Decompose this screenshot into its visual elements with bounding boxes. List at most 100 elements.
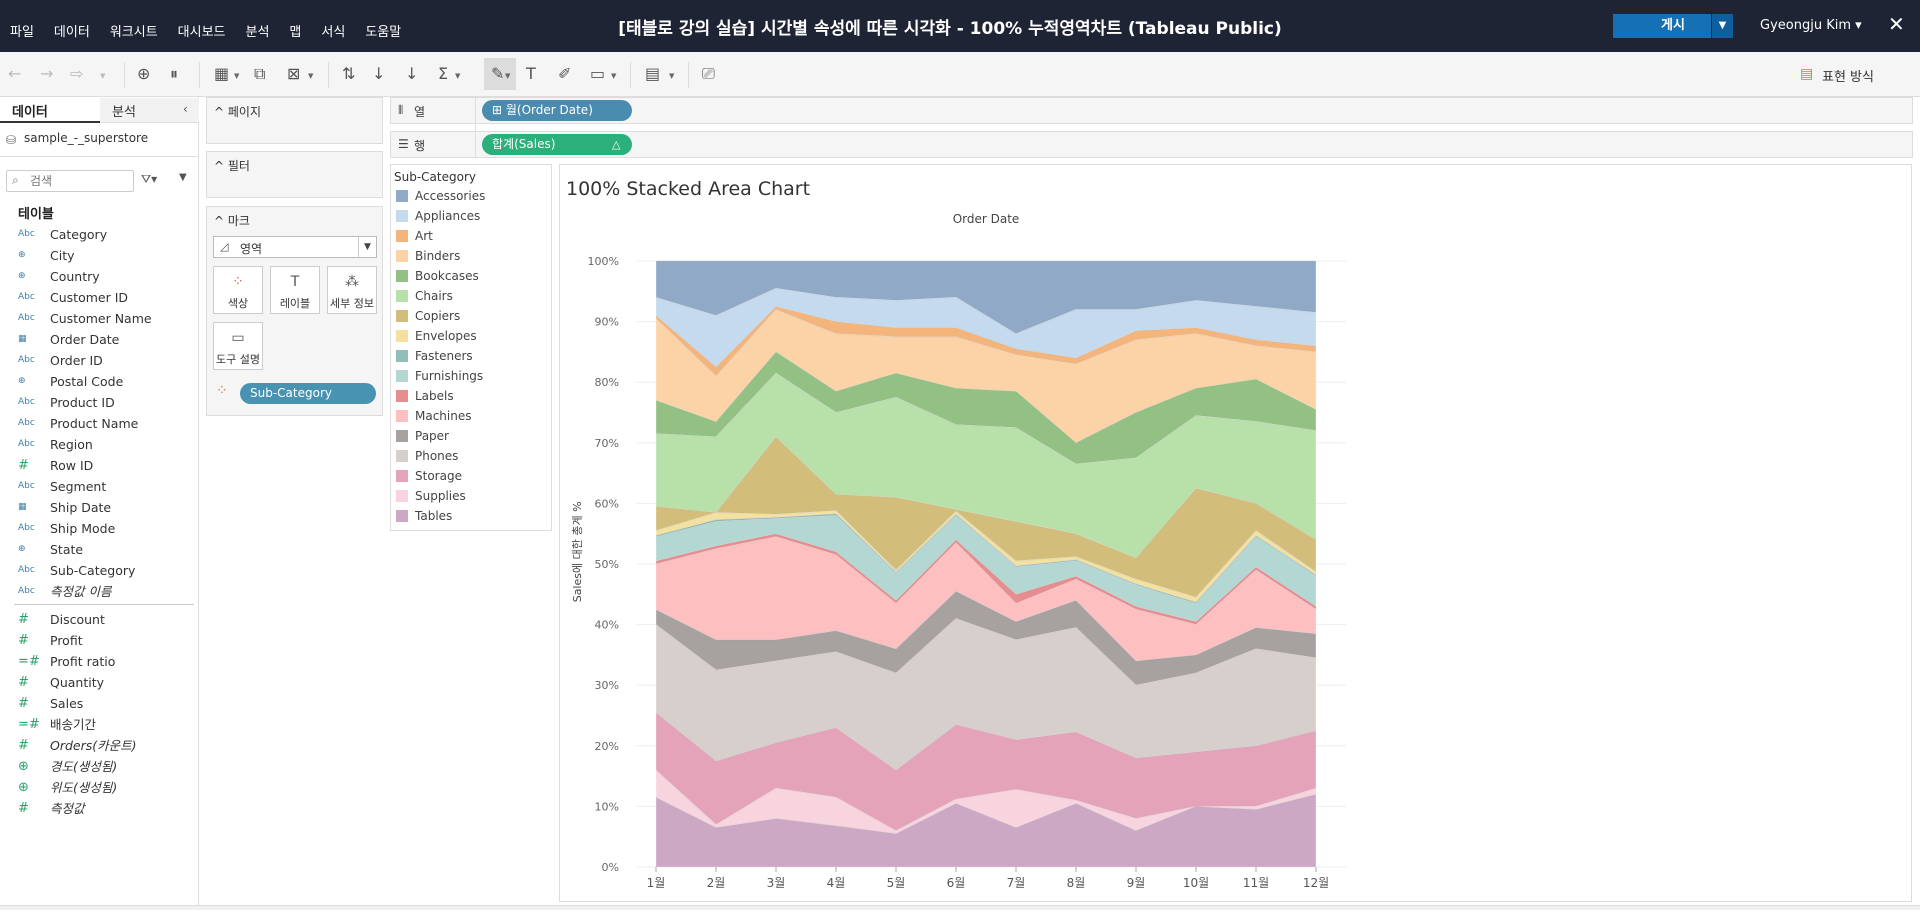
field-ship-date[interactable]: ▦ Ship Date xyxy=(0,497,199,518)
field-category[interactable]: Abc Category xyxy=(0,224,199,245)
field-order-date[interactable]: ▦ Order Date xyxy=(0,329,199,350)
field-측정값-이름[interactable]: Abc 측정값 이름 xyxy=(0,581,199,602)
mark-type-select[interactable] xyxy=(213,236,377,258)
filter-icon[interactable]: ⛛▾ xyxy=(141,172,158,186)
publish-dropdown-icon[interactable]: ▼ xyxy=(1711,14,1733,38)
show-cards-dropdown-icon[interactable]: ▼ xyxy=(669,72,675,80)
menu-file[interactable]: 파일 xyxy=(10,25,34,40)
replay-icon[interactable]: ⇨ xyxy=(70,64,84,83)
y-tick-label: 10% xyxy=(595,800,619,813)
field-product-id[interactable]: Abc Product ID xyxy=(0,392,199,413)
field-label: Segment xyxy=(50,479,107,494)
field-측정값[interactable]: # 측정값 xyxy=(0,798,199,819)
highlight-dropdown-icon[interactable]: ▼ xyxy=(505,72,511,80)
clear-sheet-dropdown-icon[interactable]: ▼ xyxy=(308,72,314,80)
rows-pill[interactable]: 합계(Sales) xyxy=(482,134,632,155)
chevron-down-icon[interactable]: ▼ xyxy=(358,237,376,257)
marks-card-title[interactable]: ^ 마크 xyxy=(214,214,250,228)
new-sheet-dropdown-icon[interactable]: ▼ xyxy=(234,72,240,80)
field-profit[interactable]: # Profit xyxy=(0,630,199,651)
area-boundary-bookcases xyxy=(655,351,1317,444)
field-경도-생성됨-[interactable]: ⊕ 경도(생성됨) xyxy=(0,756,199,777)
toolbar-divider xyxy=(124,62,125,88)
tooltip-button[interactable]: ▭ 도구 설명 xyxy=(213,322,263,370)
field-sub-category[interactable]: Abc Sub-Category xyxy=(0,560,199,581)
field-order-id[interactable]: Abc Order ID xyxy=(0,350,199,371)
field-customer-name[interactable]: Abc Customer Name xyxy=(0,308,199,329)
filters-card-title[interactable]: ^ 필터 xyxy=(214,159,250,173)
sort-ascending-icon[interactable]: ↓ xyxy=(372,64,386,83)
sub-category-color-pill[interactable]: Sub-Category xyxy=(240,383,376,404)
tab-analysis[interactable]: 분석 xyxy=(112,105,136,120)
label-button[interactable]: T 레이블 xyxy=(270,266,320,314)
legend-label: Phones xyxy=(415,449,459,463)
totals-dropdown-icon[interactable]: ▼ xyxy=(455,72,461,80)
field-state[interactable]: ⊕ State xyxy=(0,539,199,560)
pause-updates-icon[interactable]: ⏸ xyxy=(170,64,179,83)
field-위도-생성됨-[interactable]: ⊕ 위도(생성됨) xyxy=(0,777,199,798)
fit-icon[interactable]: ▭ xyxy=(590,64,606,83)
menu-help[interactable]: 도움말 xyxy=(365,25,402,40)
show-me-icon[interactable]: ▤ xyxy=(1800,66,1814,82)
x-tick-label: 10월 xyxy=(1183,876,1209,890)
color-button[interactable]: ⁘ 색상 xyxy=(213,266,263,314)
columns-pill[interactable]: ⊞ 월(Order Date) xyxy=(482,100,632,121)
field-country[interactable]: ⊕ Country xyxy=(0,266,199,287)
field-region[interactable]: Abc Region xyxy=(0,434,199,455)
string-type-icon: Abc xyxy=(18,481,35,491)
show-cards-icon[interactable]: ▤ xyxy=(645,64,661,83)
area-boundary-labels xyxy=(655,533,1317,623)
menu-analysis[interactable]: 분석 xyxy=(245,25,270,40)
menu-dashboard[interactable]: 대시보드 xyxy=(177,25,226,40)
totals-icon[interactable]: Σ xyxy=(438,64,449,83)
toolbar-divider xyxy=(328,62,329,88)
search-input[interactable] xyxy=(30,171,130,191)
field-city[interactable]: ⊕ City xyxy=(0,245,199,266)
collapse-pane-icon[interactable]: ‹ xyxy=(183,102,188,116)
redo-icon[interactable]: → xyxy=(40,64,54,83)
field-product-name[interactable]: Abc Product Name xyxy=(0,413,199,434)
field-ship-mode[interactable]: Abc Ship Mode xyxy=(0,518,199,539)
menu-map[interactable]: 맵 xyxy=(289,25,302,40)
field-segment[interactable]: Abc Segment xyxy=(0,476,199,497)
duplicate-sheet-icon[interactable]: ⧉ xyxy=(254,64,266,83)
replay-dropdown-icon[interactable]: ▼ xyxy=(100,72,106,80)
detail-button[interactable]: ⁂ 세부 정보 xyxy=(327,266,377,314)
menu-format[interactable]: 서식 xyxy=(321,25,346,40)
show-me-button[interactable]: 표현 방식 xyxy=(1822,70,1874,85)
highlight-icon[interactable]: ✎ xyxy=(491,64,505,83)
present-icon[interactable]: ⎚ xyxy=(702,64,715,83)
menu-data[interactable]: 데이터 xyxy=(53,25,90,40)
fit-dropdown-icon[interactable]: ▼ xyxy=(611,72,617,80)
format-workbook-icon[interactable]: ✐ xyxy=(558,64,572,83)
field-discount[interactable]: # Discount xyxy=(0,609,199,630)
close-icon[interactable]: ✕ xyxy=(1888,12,1905,36)
new-sheet-icon[interactable]: ▦ xyxy=(214,64,230,83)
menu-worksheet[interactable]: 워크시트 xyxy=(109,25,158,40)
field-orders-카운트-[interactable]: # Orders(카운트) xyxy=(0,735,199,756)
datasource-name[interactable]: sample_-_superstore xyxy=(24,131,149,145)
field-sales[interactable]: # Sales xyxy=(0,693,199,714)
tab-data[interactable]: 데이터 xyxy=(12,105,48,120)
field-배송기간[interactable]: =# 배송기간 xyxy=(0,714,199,735)
field-quantity[interactable]: # Quantity xyxy=(0,672,199,693)
string-type-icon: Abc xyxy=(18,523,35,533)
pane-menu-icon[interactable]: ▼ xyxy=(179,172,187,183)
show-labels-icon[interactable]: T xyxy=(526,64,536,83)
geo-type-icon: ⊕ xyxy=(18,376,26,386)
clear-sheet-icon[interactable]: ⊠ xyxy=(287,64,301,83)
legend-swatch xyxy=(396,350,408,362)
pages-card-title[interactable]: ^ 페이지 xyxy=(214,105,261,119)
area-chart[interactable]: 0% 10% 20% 30% 40% 50% 60% 70% 80% 90% 100% 1월 2월 3월 4… xyxy=(559,164,1912,902)
new-datasource-icon[interactable]: ⊕ xyxy=(137,64,151,83)
legend-label: Art xyxy=(415,229,433,243)
field-customer-id[interactable]: Abc Customer ID xyxy=(0,287,199,308)
user-menu[interactable]: Gyeongju Kim ▾ xyxy=(1760,18,1862,33)
undo-icon[interactable]: ← xyxy=(8,64,22,83)
field-profit-ratio[interactable]: =# Profit ratio xyxy=(0,651,199,672)
x-tick-label: 11월 xyxy=(1243,876,1269,890)
swap-rows-columns-icon[interactable]: ⇅ xyxy=(342,64,356,83)
field-row-id[interactable]: # Row ID xyxy=(0,455,199,476)
field-postal-code[interactable]: ⊕ Postal Code xyxy=(0,371,199,392)
sort-descending-icon[interactable]: ↓ xyxy=(405,64,419,83)
